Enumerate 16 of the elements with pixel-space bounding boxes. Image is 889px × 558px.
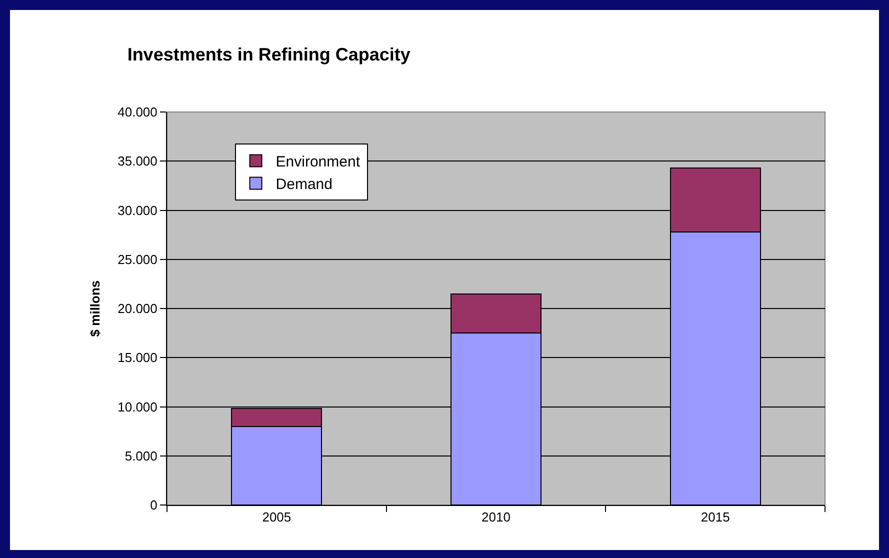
x-tick-label: 2005 (262, 510, 292, 525)
y-tick-label: 25.000 (118, 252, 158, 267)
y-tick-label: 10.000 (118, 399, 158, 414)
legend-label: Environment (276, 154, 361, 171)
y-axis-title: $ millons (88, 280, 103, 337)
legend-label: Demand (276, 176, 332, 194)
y-tick-label: 15.000 (118, 350, 158, 366)
x-tick-label: 2015 (700, 510, 730, 525)
y-tick-label: 30.000 (118, 202, 158, 218)
y-tick-label: 0 (150, 498, 158, 513)
y-tick-label: 35.000 (118, 154, 158, 169)
y-tick-label: 5.000 (124, 448, 158, 464)
chart-title: Investments in Refining Capacity (127, 44, 410, 64)
y-tick-label: 40.000 (118, 104, 158, 120)
x-tick-label: 2010 (482, 510, 510, 525)
y-tick-label: 20.000 (118, 301, 158, 316)
